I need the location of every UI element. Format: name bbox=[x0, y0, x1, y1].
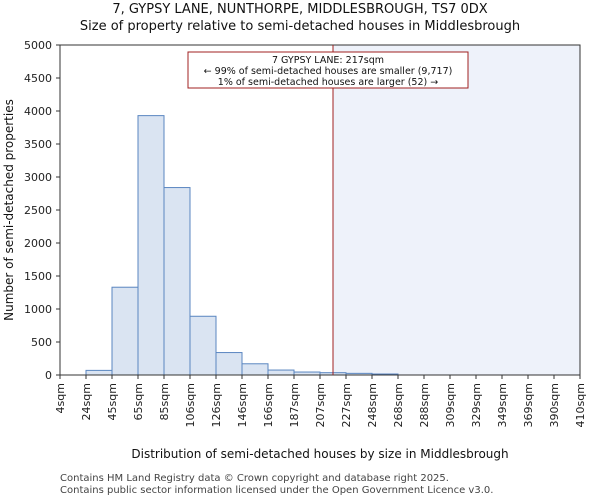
x-tick-label: 106sqm bbox=[184, 383, 197, 427]
copyright-notice: Contains HM Land Registry data © Crown c… bbox=[60, 473, 449, 484]
y-tick-label: 1500 bbox=[24, 270, 52, 283]
x-tick-label: 85sqm bbox=[158, 383, 171, 420]
x-tick-label: 65sqm bbox=[132, 383, 145, 420]
x-tick-label: 288sqm bbox=[418, 383, 431, 427]
x-tick-label: 248sqm bbox=[366, 383, 379, 427]
bar-85sqm bbox=[163, 187, 191, 376]
y-axis: 0 500 1000 1500 2000 2500 3000 3500 4000 4500 5000 bbox=[24, 39, 60, 382]
x-tick-label: 4sqm bbox=[54, 383, 67, 413]
x-tick-label: 369sqm bbox=[522, 383, 535, 427]
x-tick-label: 309sqm bbox=[444, 383, 457, 427]
x-tick-label: 166sqm bbox=[262, 383, 275, 427]
y-tick-label: 3500 bbox=[24, 138, 52, 151]
x-tick-label: 349sqm bbox=[496, 383, 509, 427]
y-axis-label: Number of semi-detached properties bbox=[2, 99, 16, 321]
y-tick-label: 5000 bbox=[24, 39, 52, 52]
bar-146sqm bbox=[241, 363, 269, 376]
bar-24sqm bbox=[85, 369, 113, 376]
bar-65sqm bbox=[137, 115, 165, 376]
x-tick-label: 390sqm bbox=[548, 383, 561, 427]
chart-subtitle: Size of property relative to semi-detach… bbox=[79, 19, 521, 34]
chart-title: 7, GYPSY LANE, NUNTHORPE, MIDDLESBROUGH,… bbox=[112, 2, 488, 17]
annotation-line-2: ← 99% of semi-detached houses are smalle… bbox=[204, 66, 453, 77]
y-tick-label: 3000 bbox=[24, 171, 52, 184]
y-tick-label: 2000 bbox=[24, 237, 52, 250]
bar-126sqm bbox=[215, 352, 243, 376]
x-axis-label: Distribution of semi-detached houses by … bbox=[131, 447, 508, 461]
licence-notice: Contains public sector information licen… bbox=[60, 485, 494, 496]
x-tick-label: 146sqm bbox=[236, 383, 249, 427]
y-tick-label: 2500 bbox=[24, 204, 52, 217]
property-annotation: 7 GYPSY LANE: 217sqm ← 99% of semi-detac… bbox=[187, 51, 469, 89]
x-tick-label: 329sqm bbox=[470, 383, 483, 427]
annotation-line-1: 7 GYPSY LANE: 217sqm bbox=[272, 55, 384, 66]
bar-106sqm bbox=[189, 315, 217, 376]
bar-series bbox=[85, 115, 399, 376]
x-tick-label: 410sqm bbox=[574, 383, 587, 427]
x-tick-label: 24sqm bbox=[80, 383, 93, 420]
x-tick-label: 227sqm bbox=[340, 383, 353, 427]
x-tick-label: 45sqm bbox=[106, 383, 119, 420]
x-tick-label: 126sqm bbox=[210, 383, 223, 427]
y-tick-label: 500 bbox=[31, 336, 52, 349]
annotation-line-3: 1% of semi-detached houses are larger (5… bbox=[218, 77, 438, 88]
bar-166sqm bbox=[267, 369, 295, 376]
x-tick-label: 268sqm bbox=[392, 383, 405, 427]
y-tick-label: 4000 bbox=[24, 105, 52, 118]
x-tick-label: 207sqm bbox=[314, 383, 327, 427]
x-axis: 4sqm 24sqm 45sqm 65sqm 85sqm 106sqm 126sqm 146s… bbox=[54, 375, 587, 427]
y-tick-label: 0 bbox=[45, 369, 52, 382]
y-tick-label: 1000 bbox=[24, 303, 52, 316]
bar-45sqm bbox=[111, 286, 139, 376]
y-tick-label: 4500 bbox=[24, 72, 52, 85]
larger-properties-region bbox=[333, 45, 580, 375]
x-tick-label: 187sqm bbox=[288, 383, 301, 427]
annotation-box bbox=[187, 51, 469, 89]
